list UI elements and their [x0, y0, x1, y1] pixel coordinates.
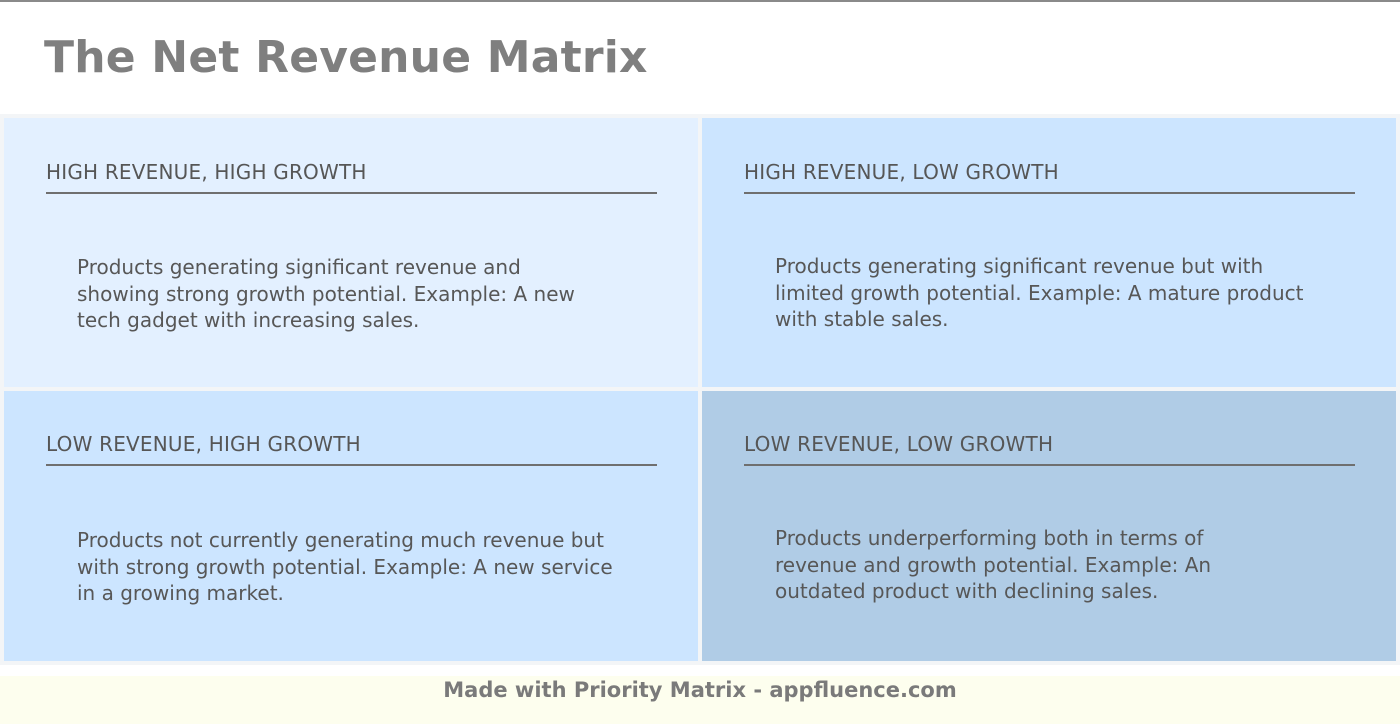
top-border [0, 0, 1400, 2]
quadrant-heading: LOW REVENUE, HIGH GROWTH [46, 432, 361, 456]
quadrant-low-revenue-low-growth: LOW REVENUE, LOW GROWTH Products underpe… [702, 391, 1396, 661]
quadrant-heading: HIGH REVENUE, HIGH GROWTH [46, 160, 367, 184]
heading-divider [46, 192, 657, 194]
quadrant-high-revenue-high-growth: HIGH REVENUE, HIGH GROWTH Products gener… [4, 118, 698, 387]
matrix-grid: HIGH REVENUE, HIGH GROWTH Products gener… [0, 114, 1400, 665]
quadrant-description: Products not currently generating much r… [77, 528, 613, 605]
quadrant-low-revenue-high-growth: LOW REVENUE, HIGH GROWTH Products not cu… [4, 391, 698, 661]
quadrant-high-revenue-low-growth: HIGH REVENUE, LOW GROWTH Products genera… [702, 118, 1396, 387]
footer-credit: Made with Priority Matrix - appfluence.c… [443, 678, 957, 702]
page-title: The Net Revenue Matrix [44, 32, 648, 83]
quadrant-heading: HIGH REVENUE, LOW GROWTH [744, 160, 1059, 184]
heading-divider [744, 464, 1355, 466]
quadrant-description: Products generating significant revenue … [775, 254, 1304, 331]
heading-divider [46, 464, 657, 466]
footer: Made with Priority Matrix - appfluence.c… [0, 676, 1400, 724]
heading-divider [744, 192, 1355, 194]
quadrant-description: Products underperforming both in terms o… [775, 526, 1212, 603]
quadrant-description: Products generating significant revenue … [77, 255, 575, 332]
quadrant-heading: LOW REVENUE, LOW GROWTH [744, 432, 1054, 456]
